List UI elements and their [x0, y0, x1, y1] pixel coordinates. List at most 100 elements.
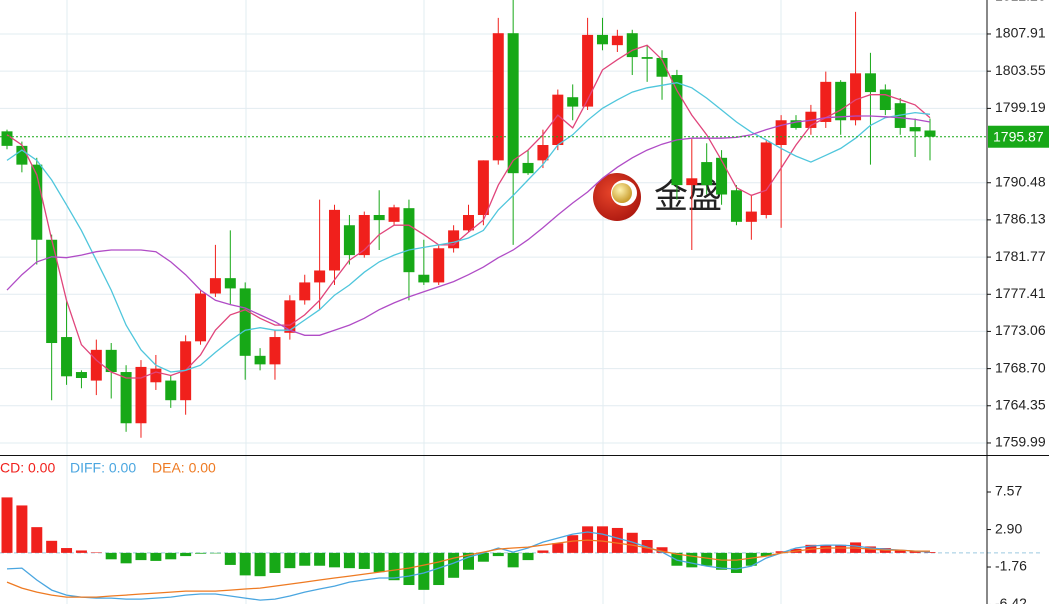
macd-bar	[477, 552, 489, 562]
candle-body	[90, 349, 102, 381]
macd-bar	[239, 552, 251, 576]
candle-body	[61, 337, 73, 377]
candle-body	[656, 57, 668, 77]
candle-body	[686, 178, 698, 186]
moving-average-line	[6, 82, 931, 373]
candle-body	[254, 355, 266, 365]
candle-body	[284, 300, 296, 333]
y-tick-label: 1768.70	[995, 359, 1046, 375]
macd-bar	[701, 552, 713, 566]
candle-body	[716, 157, 728, 195]
y-tick-label: 1781.77	[995, 248, 1046, 264]
candle-body	[820, 81, 832, 122]
macd-bar	[924, 552, 936, 553]
macd-bar	[656, 547, 668, 553]
candle-body	[224, 278, 236, 289]
candle-body	[314, 270, 326, 283]
macd-bar	[507, 552, 519, 568]
macd-bar	[75, 550, 87, 553]
y-tick-label: -1.76	[995, 558, 1027, 574]
macd-line	[6, 539, 930, 598]
y-tick-label: 1803.55	[995, 62, 1046, 78]
candle-body	[864, 73, 876, 93]
y-tick-label: 2.90	[995, 520, 1022, 536]
macd-plot	[1, 497, 936, 601]
moving-average-line	[6, 115, 931, 336]
macd-bar	[16, 505, 28, 553]
candle-body	[373, 214, 385, 221]
macd-bar	[448, 552, 460, 578]
candle-body	[611, 35, 623, 46]
candle-body	[448, 230, 460, 249]
candle-body	[552, 94, 564, 146]
candle-body	[582, 34, 594, 107]
macd-bar	[343, 552, 355, 569]
macd-bar	[716, 552, 728, 570]
macd-bar	[120, 552, 132, 564]
macd-bar	[90, 552, 102, 553]
macd-bar	[46, 540, 58, 553]
candle-body	[195, 293, 207, 342]
macd-bar	[462, 552, 474, 570]
y-tick-label: 7.57	[995, 483, 1022, 499]
macd-bar	[775, 551, 787, 553]
macd-bar	[61, 548, 73, 553]
y-tick-label: 1759.99	[995, 434, 1046, 450]
candle-body	[760, 142, 772, 215]
last-price-box	[988, 125, 1049, 148]
candle-body	[492, 33, 504, 161]
candle-body	[75, 372, 87, 379]
candle-body	[299, 282, 311, 301]
macd-bar	[388, 552, 400, 581]
candle-body	[16, 145, 28, 165]
macd-bar	[180, 552, 192, 557]
legend-label: DEA: 0.00	[152, 460, 216, 476]
candle-body	[745, 211, 757, 222]
macd-bar	[596, 526, 608, 553]
macd-bar	[165, 552, 177, 560]
macd-line	[6, 531, 931, 601]
macd-bar	[522, 552, 534, 561]
candle-body	[388, 207, 400, 222]
macd-bar	[314, 552, 326, 566]
candle-body	[46, 239, 58, 344]
candle-body	[343, 225, 355, 256]
macd-bar	[403, 552, 415, 586]
y-tick-label: 1812.26	[995, 0, 1046, 4]
candle-body	[879, 89, 891, 111]
candle-body	[358, 214, 370, 256]
macd-bar	[195, 552, 207, 554]
logo	[612, 183, 632, 203]
candle-body	[567, 97, 579, 107]
watermark: 金盛	[593, 173, 722, 221]
macd-bar	[150, 552, 162, 561]
y-tick-label: 1807.91	[995, 25, 1046, 41]
candle-body	[209, 278, 221, 294]
legend-label: CD: 0.00	[0, 460, 55, 476]
macd-bar	[299, 552, 311, 566]
macd-bar	[433, 552, 445, 586]
candle-body	[477, 160, 489, 215]
y-tick-label: 1777.41	[995, 285, 1046, 301]
candle-body	[150, 368, 162, 383]
macd-bar	[537, 550, 549, 553]
candle-body	[31, 164, 43, 240]
candle-body	[1, 131, 13, 146]
y-tick-label: 1773.06	[995, 322, 1046, 338]
macd-bar	[358, 552, 370, 569]
candle-body	[165, 380, 177, 401]
macd-bar	[31, 527, 43, 553]
macd-bar	[418, 552, 430, 590]
candle-body	[626, 33, 638, 58]
candle-body	[135, 366, 147, 424]
macd-bar	[552, 543, 564, 553]
macd-bar	[492, 552, 504, 557]
candle-body	[850, 73, 862, 121]
macd-bar	[269, 552, 281, 573]
macd-bar	[224, 552, 236, 565]
y-tick-label: 1799.19	[995, 99, 1046, 115]
candle-body	[775, 120, 787, 146]
candle-body	[403, 208, 415, 273]
